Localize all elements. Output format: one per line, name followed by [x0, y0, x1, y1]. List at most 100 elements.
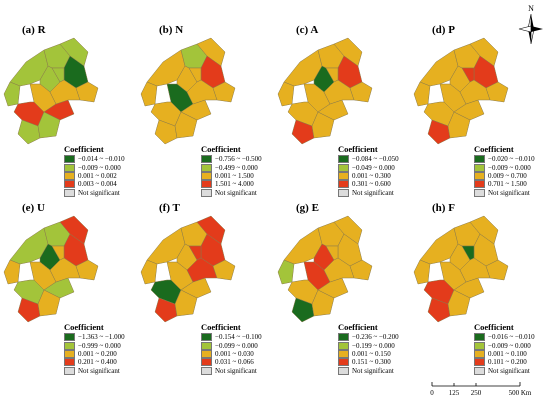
- district-region: [427, 297, 451, 323]
- district-region: [469, 37, 499, 67]
- legend-label: 0.031 ~ 0.066: [215, 358, 254, 367]
- legend-label: 0.201 ~ 0.400: [78, 358, 117, 367]
- legend-item: −0.236 ~ −0.200: [338, 333, 416, 342]
- legend-swatch: [64, 163, 75, 172]
- district-region: [485, 81, 509, 103]
- legend-swatch: [338, 366, 349, 375]
- legend-swatch: [64, 155, 75, 164]
- legend-swatch: [201, 163, 212, 172]
- legend-label: −0.009 ~ 0.000: [78, 163, 121, 172]
- legend-label: 0.001 ~ 0.300: [352, 171, 391, 180]
- legend-item: Not significant: [474, 188, 550, 197]
- legend-label: 0.009 ~ 0.700: [488, 171, 527, 180]
- region-map: [140, 37, 236, 145]
- legend-item: 0.001 ~ 0.030: [201, 349, 279, 358]
- district-region: [349, 259, 373, 281]
- legend-label: −1.363 ~ −1.000: [78, 333, 125, 342]
- legend-swatch: [64, 349, 75, 358]
- legend-label: −0.016 ~ −0.010: [488, 333, 535, 342]
- legend-item: Not significant: [201, 366, 279, 375]
- district-region: [17, 119, 41, 145]
- map-panel: (e) U Coefficient −1.363 ~ −1.000 −0.999…: [0, 200, 134, 380]
- region-map: [413, 215, 509, 323]
- legend-title: Coefficient: [64, 322, 104, 332]
- legend-swatch: [474, 341, 485, 350]
- legend-item: 0.009 ~ 0.700: [474, 171, 550, 180]
- legend-item: −0.009 ~ 0.000: [64, 163, 142, 172]
- district-region: [37, 289, 61, 317]
- legend-swatch: [64, 366, 75, 375]
- legend-swatch: [474, 171, 485, 180]
- legend-item: 0.201 ~ 0.400: [64, 358, 142, 367]
- map-panel: (b) N Coefficient −0.756 ~ −0.500 −0.499…: [137, 22, 271, 202]
- district-region: [291, 119, 315, 145]
- legend-label: 0.003 ~ 0.004: [78, 180, 117, 189]
- legend-swatch: [64, 171, 75, 180]
- legend-swatch: [201, 341, 212, 350]
- legend-title: Coefficient: [338, 144, 378, 154]
- legend-item: Not significant: [474, 366, 550, 375]
- district-region: [212, 81, 236, 103]
- district-region: [413, 259, 431, 285]
- panel-title: (f) T: [159, 202, 180, 214]
- district-region: [427, 119, 451, 145]
- map-panel: (a) R Coefficient −0.014 ~ −0.010 −0.009…: [0, 22, 134, 202]
- legend-item: Not significant: [201, 188, 279, 197]
- legend: Coefficient −0.020 ~ −0.010 −0.009 ~ 0.0…: [474, 144, 550, 197]
- map-panel: (d) P Coefficient −0.020 ~ −0.010 −0.009…: [410, 22, 544, 202]
- legend-label: −0.009 ~ 0.000: [488, 341, 531, 350]
- region-map: [3, 215, 99, 323]
- legend-item: Not significant: [64, 188, 142, 197]
- legend-item: −0.016 ~ −0.010: [474, 333, 550, 342]
- map-panel: (g) E Coefficient −0.236 ~ −0.200 −0.199…: [274, 200, 408, 380]
- district-region: [469, 215, 499, 245]
- legend-swatch: [338, 171, 349, 180]
- legend-item: −0.756 ~ −0.500: [201, 155, 279, 164]
- district-region: [59, 215, 89, 245]
- legend-swatch: [201, 349, 212, 358]
- legend-item: 1.501 ~ 4.000: [201, 180, 279, 189]
- panel-title: (e) U: [22, 202, 45, 214]
- legend-item: Not significant: [64, 366, 142, 375]
- legend-label: 0.001 ~ 0.100: [488, 349, 527, 358]
- legend-swatch: [474, 366, 485, 375]
- legend-swatch: [201, 366, 212, 375]
- legend: Coefficient −1.363 ~ −1.000 −0.999 ~ 0.0…: [64, 322, 142, 375]
- legend-label: 0.151 ~ 0.300: [352, 358, 391, 367]
- legend-item: 0.101 ~ 0.200: [474, 358, 550, 367]
- map-panel: (f) T Coefficient −0.154 ~ −0.100 −0.099…: [137, 200, 271, 380]
- legend-item: 0.301 ~ 0.600: [338, 180, 416, 189]
- district-region: [154, 297, 178, 323]
- district-region: [174, 289, 198, 317]
- legend-label: Not significant: [78, 188, 120, 197]
- district-region: [277, 81, 295, 107]
- district-region: [17, 297, 41, 323]
- legend-item: −0.009 ~ 0.000: [474, 163, 550, 172]
- region-map: [413, 37, 509, 145]
- legend-item: 0.001 ~ 0.002: [64, 171, 142, 180]
- legend-item: 0.001 ~ 0.300: [338, 171, 416, 180]
- legend-label: −0.084 ~ −0.050: [352, 155, 399, 164]
- district-region: [447, 289, 471, 317]
- legend-title: Coefficient: [338, 322, 378, 332]
- legend: Coefficient −0.016 ~ −0.010 −0.009 ~ 0.0…: [474, 322, 550, 375]
- legend-item: −0.099 ~ 0.000: [201, 341, 279, 350]
- map-panel: (h) F Coefficient −0.016 ~ −0.010 −0.009…: [410, 200, 544, 380]
- region-map: [277, 215, 373, 323]
- legend: Coefficient −0.014 ~ −0.010 −0.009 ~ 0.0…: [64, 144, 142, 197]
- legend-label: −0.154 ~ −0.100: [215, 333, 262, 342]
- panel-title: (c) A: [296, 24, 319, 36]
- legend-swatch: [474, 188, 485, 197]
- legend-item: 0.151 ~ 0.300: [338, 358, 416, 367]
- legend-item: −0.199 ~ 0.000: [338, 341, 416, 350]
- legend-item: −0.084 ~ −0.050: [338, 155, 416, 164]
- district-region: [413, 81, 431, 107]
- district-region: [37, 111, 61, 139]
- scale-tick-500: 500 Km: [509, 389, 532, 397]
- legend-swatch: [338, 341, 349, 350]
- legend-item: −0.014 ~ −0.010: [64, 155, 142, 164]
- legend-item: −0.020 ~ −0.010: [474, 155, 550, 164]
- legend-swatch: [201, 180, 212, 189]
- legend-label: 0.701 ~ 1.500: [488, 180, 527, 189]
